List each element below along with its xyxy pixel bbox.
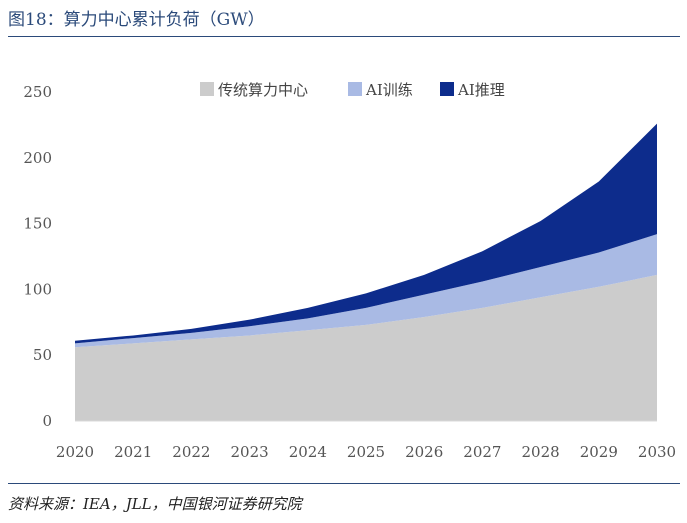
y-tick-label: 100 [23,280,52,298]
x-tick-label: 2028 [522,443,560,461]
figure-title: 图18：算力中心累计负荷（GW） [8,10,265,30]
chart-legend: 传统算力中心 AI训练 AI推理 [200,81,505,99]
x-tick-label: 2030 [638,443,676,461]
x-tick-label: 2027 [463,443,501,461]
y-tick-label: 50 [33,346,52,364]
legend-label-2: AI训练 [365,81,413,99]
x-tick-label: 2020 [56,443,94,461]
area-series-2 [75,234,657,348]
source-note: 资料来源：IEA，JLL，中国银河证券研究院 [8,495,302,513]
legend-label-1: 传统算力中心 [218,81,308,99]
x-tick-label: 2023 [231,443,269,461]
y-tick-label: 250 [23,83,52,101]
legend-label-3: AI推理 [457,81,505,99]
x-tick-label: 2022 [172,443,210,461]
x-tick-label: 2026 [405,443,443,461]
legend-swatch-1 [200,82,214,96]
title-rule [8,36,680,37]
y-tick-label: 0 [42,412,52,430]
x-tick-label: 2029 [580,443,618,461]
y-tick-label: 200 [23,149,52,167]
y-tick-labels: 0 50 100 150 200 250 [23,83,52,430]
y-tick-label: 150 [23,215,52,233]
x-tick-labels: 2020 2021 2022 2023 2024 2025 2026 2027 2028 2029… [56,443,676,461]
area-series-3 [75,123,657,344]
area-series-group [75,123,657,421]
x-tick-label: 2021 [114,443,152,461]
legend-swatch-3 [440,82,454,96]
x-tick-label: 2025 [347,443,385,461]
source-rule [8,483,680,484]
x-tick-label: 2024 [289,443,327,461]
legend-swatch-2 [348,82,362,96]
area-series-1 [75,274,657,421]
